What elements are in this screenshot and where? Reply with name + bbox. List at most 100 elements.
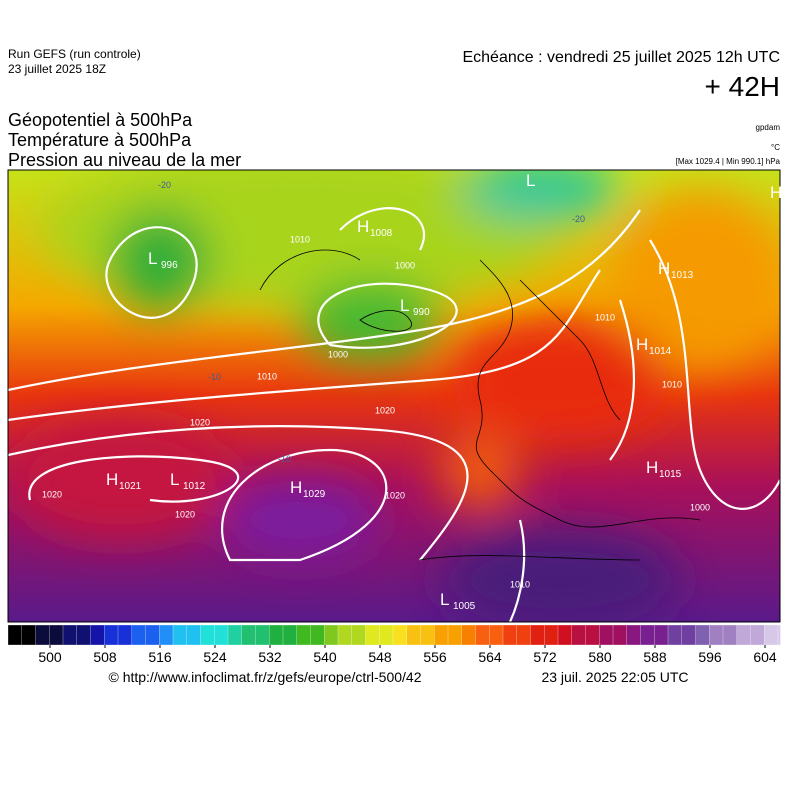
colorbar-swatch	[21, 624, 37, 646]
colorbar-label: 540	[313, 649, 337, 665]
colorbar-swatch	[502, 624, 518, 646]
temperature-label: -10	[278, 454, 291, 464]
title: Géopotentiel à 500hPa	[8, 110, 193, 130]
colorbar-swatch	[35, 624, 50, 646]
colorbar-swatch	[750, 624, 765, 646]
center-value: 1021	[119, 481, 142, 492]
colorbar-swatch	[530, 624, 545, 646]
center-value: 1013	[671, 270, 694, 281]
colorbar-swatch	[131, 624, 147, 646]
colorbar: 500 508 516 524 532 540 548 556 564 572 580 588 596 6…	[7, 624, 781, 665]
center-value: 990	[413, 307, 430, 318]
run-date: 23 juillet 2025 18Z	[8, 62, 106, 76]
colorbar-swatch	[351, 624, 367, 646]
colorbar-swatch	[241, 624, 257, 646]
center-type: L	[440, 590, 449, 609]
colorbar-swatch	[640, 624, 655, 646]
colorbar-label: 556	[423, 649, 447, 665]
colorbar-swatch	[461, 624, 477, 646]
temperature-label: -10	[208, 372, 221, 382]
center-value: 1015	[659, 469, 682, 480]
colorbar-swatch	[365, 624, 380, 646]
colorbar-swatch	[7, 624, 23, 646]
colorbar-swatch	[434, 624, 449, 646]
isobar-label: 1010	[290, 234, 310, 244]
isobar-label: 1020	[175, 509, 195, 519]
colorbar-swatch	[736, 624, 752, 646]
colorbar-swatch	[516, 624, 532, 646]
colorbar-swatch	[777, 624, 781, 646]
colorbar-swatch	[489, 624, 504, 646]
colorbar-swatch	[392, 624, 408, 646]
colorbar-swatch	[76, 624, 92, 646]
center-type: H	[290, 478, 302, 497]
colorbar-label: 524	[203, 649, 227, 665]
echeance: Echéance : vendredi 25 juillet 2025 12h …	[462, 49, 780, 66]
center-value: 1014	[649, 346, 672, 357]
center-type: H	[106, 470, 118, 489]
colorbar-label: 588	[643, 649, 667, 665]
isobar-label: 1000	[690, 502, 710, 512]
center-type: L	[526, 171, 535, 190]
colorbar-swatch	[172, 624, 188, 646]
center-type: H	[646, 458, 658, 477]
unit: [Max 1029.4 | Min 990.1] hPa	[676, 157, 781, 166]
colorbar-swatch	[709, 624, 724, 646]
center-type: L	[170, 470, 179, 489]
colorbar-swatch	[159, 624, 174, 646]
colorbar-swatch	[200, 624, 215, 646]
center-type: L	[400, 296, 409, 315]
isobar-label: 1020	[190, 417, 210, 427]
colorbar-swatch	[117, 624, 133, 646]
colorbar-swatch	[544, 624, 559, 646]
center-type: H	[636, 335, 648, 354]
colorbar-swatch	[104, 624, 119, 646]
temperature-label: -20	[572, 214, 585, 224]
isobar-label: 1010	[510, 579, 530, 589]
colorbar-label: 508	[93, 649, 117, 665]
colorbar-swatch	[681, 624, 697, 646]
colorbar-label: 564	[478, 649, 502, 665]
center-type: H	[357, 217, 369, 236]
colorbar-label: 532	[258, 649, 282, 665]
colorbar-label: 548	[368, 649, 392, 665]
colorbar-swatch	[599, 624, 614, 646]
timestamp: 23 juil. 2025 22:05 UTC	[541, 669, 688, 685]
isobar-label: 1010	[595, 312, 615, 322]
colorbar-swatch	[667, 624, 683, 646]
colorbar-swatch	[557, 624, 573, 646]
colorbar-label: 500	[38, 649, 62, 665]
title: Pression au niveau de la mer	[8, 150, 241, 170]
isobar-label: 1010	[662, 379, 682, 389]
colorbar-swatch	[695, 624, 710, 646]
center-type: H	[658, 259, 670, 278]
isobar-label: 1020	[375, 405, 395, 415]
isobar-label: 1010	[257, 371, 277, 381]
colorbar-swatch	[475, 624, 490, 646]
colorbar-swatch	[626, 624, 642, 646]
map-frame	[7, 169, 781, 623]
center-value: 1005	[453, 601, 476, 612]
colorbar-label: 604	[753, 649, 777, 665]
colorbar-swatch	[145, 624, 160, 646]
colorbar-swatch	[62, 624, 78, 646]
center-type: L	[148, 249, 157, 268]
colorbar-swatch	[585, 624, 600, 646]
colorbar-swatch	[722, 624, 738, 646]
colorbar-swatch	[227, 624, 243, 646]
colorbar-swatch	[571, 624, 587, 646]
colorbar-swatch	[420, 624, 435, 646]
colorbar-swatch	[282, 624, 298, 646]
isobar-label: 1020	[385, 490, 405, 500]
colorbar-swatch	[379, 624, 394, 646]
colorbar-swatch	[447, 624, 463, 646]
title: Température à 500hPa	[8, 130, 192, 150]
source: © http://www.infoclimat.fr/z/gefs/europe…	[108, 669, 421, 685]
colorbar-swatch	[269, 624, 284, 646]
center-value: 1008	[370, 228, 393, 239]
colorbar-swatch	[90, 624, 105, 646]
run: Run GEFS (run controle)	[8, 47, 141, 61]
center-value: 1012	[183, 481, 206, 492]
colorbar-label: 572	[533, 649, 557, 665]
colorbar-swatch	[255, 624, 270, 646]
